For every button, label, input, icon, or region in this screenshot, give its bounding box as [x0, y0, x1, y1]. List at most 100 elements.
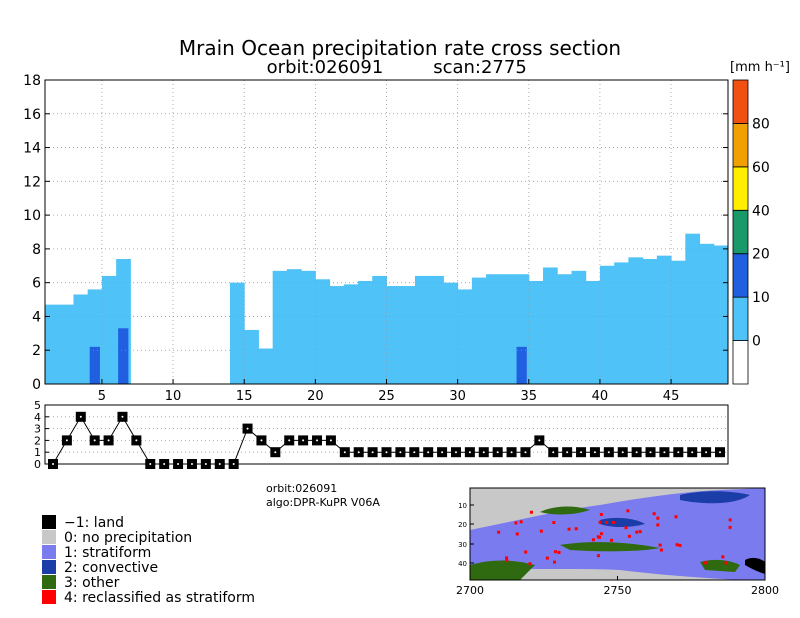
legend-label-reclassified: 4: reclassified as stratiform [64, 590, 255, 606]
precip-column [414, 275, 430, 384]
flag-plot-frame [44, 404, 729, 465]
legend-swatch-other [42, 575, 56, 589]
chart-title: Mrain Ocean precipitation rate cross sec… [179, 36, 621, 60]
precip-column [272, 270, 288, 384]
flag-point-center [357, 451, 360, 454]
map-y-tick-label: 30 [458, 541, 467, 549]
flag-point-center [135, 439, 138, 442]
map-convective-region-2 [600, 517, 645, 527]
legend-label-other: 3: other [64, 575, 120, 591]
flag-point-center [524, 451, 527, 454]
main-y-tick-label: 18 [23, 73, 41, 89]
main-x-tick-label: 5 [98, 389, 106, 404]
colorbar-unit-label: [mm h⁻¹] [730, 60, 790, 75]
map-x-axis: 2700 2750 2800 [456, 576, 779, 597]
precip-column [429, 275, 444, 384]
colorbar-tick-label: 60 [752, 160, 770, 176]
flag-point-center [385, 451, 388, 454]
flag-point-center [552, 451, 555, 454]
precip-column [557, 274, 572, 384]
map-y-tick-label: 20 [458, 521, 467, 529]
map-y-tick-label: 40 [458, 560, 467, 568]
flag-point-center [413, 451, 416, 454]
convective-column [89, 346, 100, 384]
map-reclassified-dot [514, 521, 518, 525]
flag-point-center [496, 451, 499, 454]
precip-column [713, 245, 729, 384]
precip-column [528, 280, 544, 384]
flag-point-center [399, 451, 402, 454]
convective-column [516, 346, 527, 384]
main-x-tick-label: 35 [521, 389, 538, 404]
map-reclassified-dots [497, 509, 732, 566]
flag-point-center [204, 463, 207, 465]
map-stratiform-region [470, 488, 765, 580]
convective-column [118, 328, 129, 384]
flag-grid [45, 416, 728, 453]
flag-y-tick-label: 3 [34, 423, 41, 436]
map-reclassified-dot [557, 550, 561, 554]
colorbar-bin [732, 123, 749, 168]
precip-column [101, 275, 117, 384]
flag-y-tick-label: 5 [34, 399, 41, 412]
map-reclassified-dot [553, 550, 557, 554]
flag-point-center [593, 451, 596, 454]
rain-type-map: 2700 2750 2800 10 20 30 40 [456, 487, 779, 597]
precip-column [372, 275, 387, 384]
colorbar-tick-label: 20 [752, 247, 770, 263]
flag-y-tick-label: 0 [34, 458, 41, 471]
main-x-tick-label: 45 [663, 389, 680, 404]
flag-point-center [218, 463, 221, 465]
flag-point-center [371, 451, 374, 454]
flag-point-center [190, 463, 193, 465]
precip-column [45, 304, 60, 384]
flag-point-center [177, 463, 180, 465]
precip-column [301, 270, 316, 384]
map-reclassified-dot [545, 556, 549, 560]
flag-point-center [705, 451, 708, 454]
map-x-tick-label: 2750 [604, 584, 632, 597]
flag-point-center [566, 451, 569, 454]
map-convective-region-1 [680, 491, 750, 504]
flag-point-center [635, 451, 638, 454]
map-reclassified-dot [724, 561, 728, 565]
flag-point-center [79, 415, 82, 418]
map-reclassified-dot [728, 525, 732, 529]
map-reclassified-dot [627, 534, 631, 538]
flag-point-center [427, 451, 430, 454]
map-other-region-2 [560, 542, 660, 552]
precip-column [699, 243, 715, 384]
colorbar-bin [732, 166, 749, 211]
map-reclassified-dot [624, 526, 628, 530]
precip-column [656, 255, 672, 384]
main-x-tick-label: 15 [236, 389, 253, 404]
colorbar-bin [732, 79, 749, 124]
map-reclassified-dot [567, 527, 571, 531]
flag-point-center [274, 451, 277, 454]
precip-column [443, 282, 459, 384]
map-reclassified-dot [656, 523, 660, 527]
map-reclassified-dot [675, 543, 679, 547]
flag-point-center [691, 451, 694, 454]
map-x-tick-label: 2800 [751, 584, 779, 597]
precip-column [500, 274, 516, 384]
legend-swatch-reclassified [42, 590, 56, 604]
legend-swatch-stratiform [42, 545, 56, 559]
colorbar-tick-label: 0 [752, 334, 761, 350]
flag-point-center [232, 463, 235, 465]
flag-point-center [719, 451, 721, 454]
legend-swatch-convective [42, 560, 56, 574]
colorbar-bin [732, 340, 749, 385]
main-x-tick-label: 20 [307, 389, 324, 404]
legend-label-no-precip: 0: no precipitation [64, 530, 192, 546]
map-reclassified-dot [596, 535, 600, 539]
main-x-tick-label: 25 [378, 389, 395, 404]
legend-label-land: −1: land [64, 515, 124, 531]
main-x-tick-label: 30 [449, 389, 466, 404]
main-y-axis: 0 2 4 6 8 10 12 14 16 18 [23, 73, 728, 393]
main-x-tick-label: 10 [165, 389, 182, 404]
map-reclassified-dot [612, 520, 616, 524]
precip-column [457, 289, 473, 384]
